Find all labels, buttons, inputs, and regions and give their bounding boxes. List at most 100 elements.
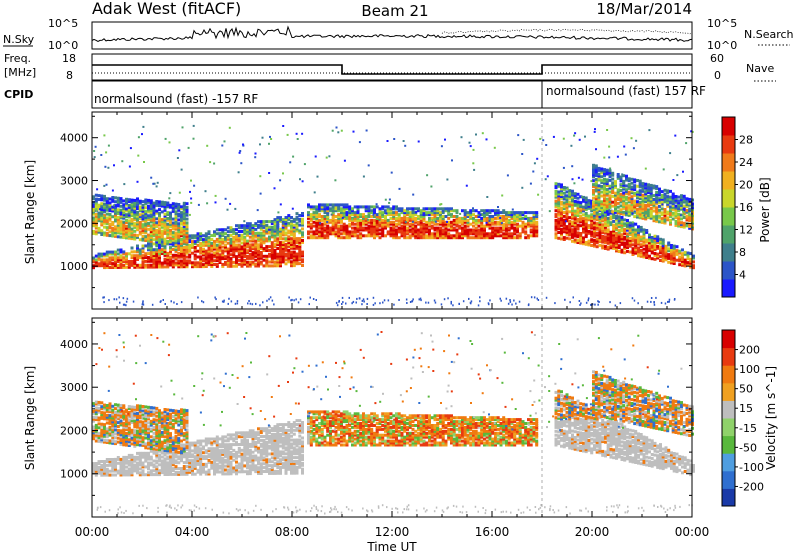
power-cell (158, 250, 161, 254)
power-cell (617, 223, 621, 226)
power-cell (351, 234, 354, 238)
power-cell (133, 206, 137, 210)
power-cell (436, 232, 440, 236)
power-cell (92, 212, 95, 216)
power-cell (584, 206, 588, 210)
power-cell (103, 296, 105, 299)
power-cell (584, 219, 588, 223)
power-cell (119, 301, 121, 304)
power-cell (232, 235, 236, 239)
power-cell (259, 224, 263, 227)
power-cell (535, 222, 539, 226)
power-cell (616, 188, 620, 192)
power-cell (177, 237, 181, 241)
power-cell (196, 234, 200, 238)
power-cell (129, 147, 132, 150)
power-cell (562, 195, 566, 199)
power-cell (351, 302, 353, 305)
power-cell (617, 246, 621, 250)
power-cell (472, 230, 475, 234)
power-cell (603, 168, 606, 172)
power-cell (518, 234, 522, 238)
power-cell (568, 200, 572, 204)
velocity-cell (141, 463, 145, 467)
power-cell (603, 156, 606, 159)
power-cell (590, 244, 594, 247)
power-cell (254, 152, 257, 155)
power-cell (180, 214, 183, 218)
power-cell (616, 196, 620, 200)
power-cell (386, 222, 390, 226)
power-cell (100, 215, 104, 219)
power-cell (386, 232, 390, 236)
power-cell (251, 224, 255, 228)
power-cell (672, 244, 676, 248)
power-cell (213, 253, 216, 257)
power-cell (155, 236, 159, 240)
power-cell (403, 211, 407, 215)
power-cell (361, 299, 364, 302)
power-cell (193, 261, 197, 265)
power-cell (144, 235, 148, 239)
power-cell (240, 255, 244, 258)
power-cell (213, 243, 216, 247)
power-cell (612, 243, 616, 246)
power-cell (472, 218, 475, 222)
power-cell (507, 232, 511, 236)
power-cell (378, 219, 381, 222)
power-cell (152, 234, 156, 238)
power-cell (92, 197, 95, 201)
power-cell (353, 216, 357, 220)
power-cell (615, 239, 618, 243)
power-cell (375, 222, 379, 226)
power-cell (603, 195, 606, 199)
velocity-cell (158, 469, 161, 473)
power-cell (204, 249, 208, 253)
power-cell (341, 216, 344, 219)
power-cell (210, 259, 214, 263)
power-cell (331, 203, 335, 207)
power-cell (608, 184, 612, 188)
freq-tick-bottom: 8 (66, 69, 73, 82)
power-cell (141, 209, 145, 213)
power-cell (516, 222, 519, 226)
power-cell (248, 235, 252, 239)
power-cell (323, 203, 327, 207)
power-cell (246, 245, 249, 249)
power-cell (446, 220, 448, 223)
power-cell (92, 266, 95, 270)
power-cell (616, 190, 620, 194)
velocity-cell (163, 465, 167, 469)
power-cell (108, 226, 112, 230)
power-cell (136, 254, 139, 258)
power-cell (174, 243, 178, 247)
power-cell (675, 245, 679, 249)
power-cell (166, 232, 170, 236)
power-cell (465, 184, 468, 187)
power-cell (524, 226, 528, 230)
power-cell (612, 237, 616, 241)
power-cell (603, 200, 606, 204)
power-cell (617, 230, 621, 234)
power-cell (669, 218, 672, 222)
power-cell (281, 260, 285, 264)
power-cell (433, 216, 437, 220)
power-cell (618, 215, 621, 218)
power-cell (595, 218, 599, 222)
velocity-cell (144, 457, 148, 461)
power-cell (483, 232, 486, 236)
power-cell (210, 249, 214, 253)
velocity-cell (177, 461, 181, 465)
power-cell (144, 229, 148, 233)
power-cell (653, 257, 657, 261)
power-cell (279, 243, 282, 247)
power-cell (337, 131, 340, 134)
velocity-cell (221, 451, 225, 454)
power-cell (659, 237, 662, 241)
power-cell (455, 224, 459, 228)
power-cell (340, 213, 343, 217)
power-cell (458, 234, 462, 238)
velocity-cell (155, 461, 159, 465)
power-cell (560, 200, 563, 204)
power-cell (107, 144, 110, 147)
